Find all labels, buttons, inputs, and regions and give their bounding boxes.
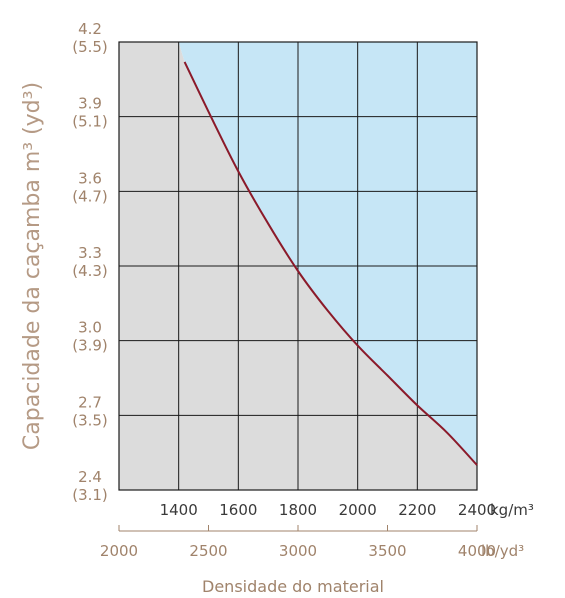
x-secondary-tick-label: 2000 <box>100 542 138 560</box>
y-tick-label: 3.3 <box>78 244 102 262</box>
x-secondary-tick-label: 3500 <box>368 542 406 560</box>
x-tick-label: 1800 <box>279 501 317 519</box>
y-tick-alt-label: (3.5) <box>72 411 108 429</box>
plot-frame <box>118 41 478 491</box>
y-axis-label: Capacidade da caçamba m³ (yd³) <box>20 82 45 450</box>
x-tick-label: 2000 <box>339 501 377 519</box>
y-tick-alt-label: (3.1) <box>72 486 108 504</box>
capacity-curve <box>183 61 478 466</box>
y-tick-alt-label: (4.7) <box>72 187 108 205</box>
x-secondary-ticks: 2000 2500 3000 3500 4000 <box>100 525 496 560</box>
region-below-curve <box>119 42 477 490</box>
y-tick-label: 3.9 <box>78 95 102 113</box>
x-secondary-unit: lb/yd³ <box>481 542 524 560</box>
y-tick-label: 2.4 <box>78 468 102 486</box>
y-tick-alt-label: (3.9) <box>72 337 108 355</box>
y-tick-alt-label: (4.3) <box>72 262 108 280</box>
y-tick-alt-label: (5.5) <box>72 38 108 56</box>
x-secondary-tick-label: 3000 <box>279 542 317 560</box>
y-tick-label: 4.2 <box>78 20 102 38</box>
x-primary-unit: kg/m³ <box>490 501 534 519</box>
x-secondary-tick-label: 2500 <box>189 542 227 560</box>
x-tick-labels: 1400 1600 1800 2000 2200 2400 <box>160 501 497 519</box>
grid-lines <box>119 41 478 491</box>
x-tick-label: 1400 <box>160 501 198 519</box>
x-axis-label: Densidade do material <box>202 577 384 596</box>
x-tick-label: 2400 <box>458 501 496 519</box>
y-tick-label: 3.0 <box>78 319 102 337</box>
y-tick-labels: 4.2(5.5) 3.9(5.1) 3.6(4.7) 3.3(4.3) 3.0(3.9)… <box>72 20 108 504</box>
region-above-curve <box>178 42 477 466</box>
x-tick-label: 2200 <box>398 501 436 519</box>
x-tick-label: 1600 <box>219 501 257 519</box>
y-tick-label: 3.6 <box>78 169 102 187</box>
y-tick-label: 2.7 <box>78 393 102 411</box>
y-tick-alt-label: (5.1) <box>72 113 108 131</box>
x-secondary-tick-label: 4000 <box>458 542 496 560</box>
